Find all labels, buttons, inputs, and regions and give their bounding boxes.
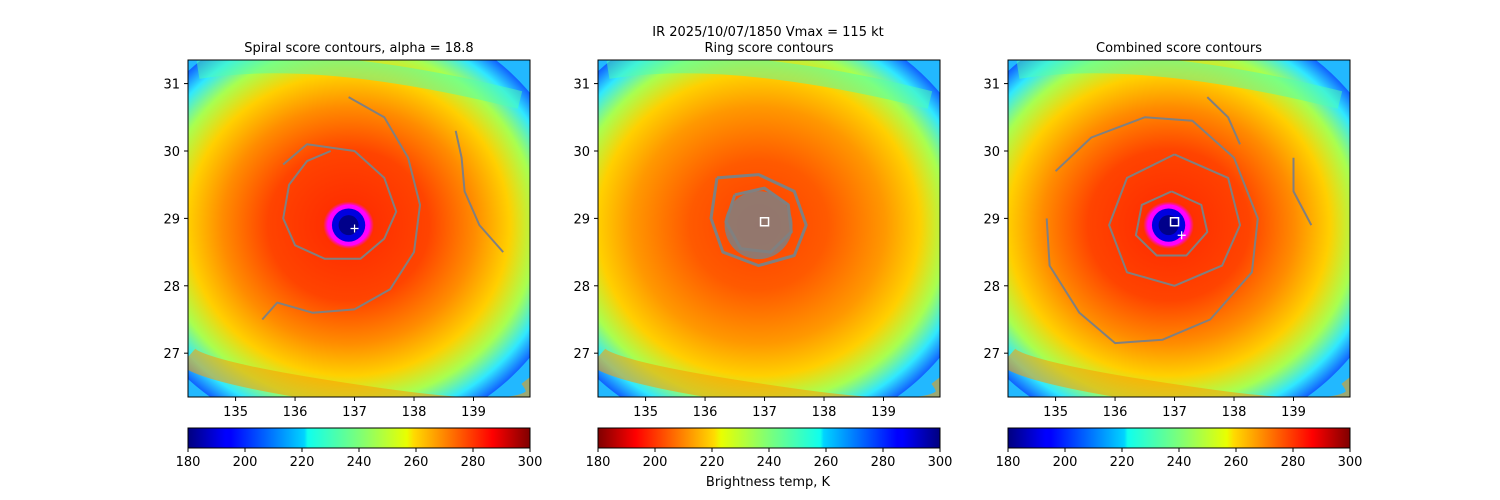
x-tick-label: 137 [342, 405, 367, 420]
colorbar-tick-label: 260 [404, 455, 429, 470]
contour-line [1292, 157, 1313, 226]
colorbar-tick-label: 280 [461, 455, 486, 470]
colorbar-tick-label: 200 [1053, 455, 1078, 470]
brightness-field [188, 60, 530, 397]
y-tick-label: 31 [983, 78, 1000, 93]
center-square-marker [759, 217, 770, 227]
y-tick-label: 28 [573, 280, 590, 295]
colorbar-tick-label: 200 [233, 455, 258, 470]
contour-line [1108, 153, 1241, 287]
colorbar-tick-label: 180 [586, 455, 611, 470]
colorbar-tick-label: 300 [518, 455, 543, 470]
x-tick-label: 138 [402, 405, 427, 420]
center-plus-marker [350, 224, 359, 233]
colorbar-tick-label: 280 [871, 455, 896, 470]
panel-1: Spiral score contours, alpha = 18.8 135 13… [163, 41, 543, 470]
colorbar-tick-label: 240 [347, 455, 372, 470]
colorbar-tick-label: 220 [1110, 455, 1135, 470]
colorbar-tick-label: 180 [996, 455, 1021, 470]
y-tick-label: 30 [163, 145, 180, 160]
eye-core [338, 215, 359, 236]
ring-score-blob [724, 191, 793, 260]
axes-frame [597, 59, 941, 398]
y-tick-label: 28 [163, 280, 180, 295]
panels-group: Spiral score contours, alpha = 18.8 135 13… [163, 41, 1363, 470]
panel-title: Combined score contours [1096, 41, 1262, 56]
x-tick-label: 137 [1162, 405, 1187, 420]
rain-band [1016, 60, 1343, 109]
colorbar-tick-label: 260 [814, 455, 839, 470]
axes-frame [1007, 59, 1351, 398]
contour-line [1045, 116, 1259, 345]
contour-line [1134, 190, 1209, 257]
contour-line [454, 130, 504, 253]
y-tick-label: 31 [163, 78, 180, 93]
colorbar-axis-label: Brightness temp, K [706, 475, 831, 490]
panel-3: Combined score contours 135 136 137 138 139 27… [983, 41, 1363, 470]
x-tick-label: 139 [871, 405, 896, 420]
contour-line [261, 96, 421, 321]
panel-title: Ring score contours [704, 41, 833, 56]
x-tick-label: 136 [693, 405, 718, 420]
y-tick-label: 30 [983, 145, 1000, 160]
colorbar-tick-label: 280 [1281, 455, 1306, 470]
colorbar-tick-label: 240 [757, 455, 782, 470]
center-plus-marker [1177, 231, 1186, 240]
rain-band [606, 60, 933, 109]
x-tick-label: 135 [223, 405, 248, 420]
x-tick-label: 135 [1043, 405, 1068, 420]
colorbar-tick-label: 260 [1224, 455, 1249, 470]
brightness-field [598, 60, 940, 397]
colorbar-tick-label: 220 [290, 455, 315, 470]
rain-band [196, 60, 523, 109]
y-tick-label: 29 [163, 212, 180, 227]
x-tick-label: 136 [283, 405, 308, 420]
panel-title: Spiral score contours, alpha = 18.8 [244, 41, 473, 56]
x-tick-label: 137 [752, 405, 777, 420]
x-tick-label: 138 [1222, 405, 1247, 420]
y-tick-label: 29 [983, 212, 1000, 227]
contour-line [709, 173, 808, 268]
rain-band [188, 348, 530, 397]
colorbar-tick-label: 200 [643, 455, 668, 470]
y-tick-label: 27 [983, 347, 1000, 362]
eye-core [1158, 215, 1179, 236]
colorbar [1007, 427, 1351, 449]
y-tick-label: 30 [573, 145, 590, 160]
rain-band [598, 348, 940, 397]
brightness-field [1008, 60, 1350, 397]
x-tick-label: 139 [1281, 405, 1306, 420]
contour-line [1206, 96, 1241, 145]
center-square-marker [1169, 217, 1180, 227]
colorbar-tick-label: 300 [1338, 455, 1363, 470]
y-tick-label: 27 [163, 347, 180, 362]
axes-frame [187, 59, 531, 398]
colorbar-tick-label: 300 [928, 455, 953, 470]
y-tick-label: 31 [573, 78, 590, 93]
y-tick-label: 27 [573, 347, 590, 362]
y-tick-label: 29 [573, 212, 590, 227]
colorbar [187, 427, 531, 449]
x-tick-label: 135 [633, 405, 658, 420]
panel-2: Ring score contours 135 136 137 138 139 27 28 29… [573, 41, 953, 470]
x-tick-label: 138 [812, 405, 837, 420]
rain-band [1008, 348, 1350, 397]
figure-suptitle: IR 2025/10/07/1850 Vmax = 115 kt [652, 25, 883, 40]
colorbar [597, 427, 941, 449]
x-tick-label: 139 [461, 405, 486, 420]
colorbar-tick-label: 220 [700, 455, 725, 470]
colorbar-tick-label: 240 [1167, 455, 1192, 470]
y-tick-label: 28 [983, 280, 1000, 295]
contour-line [282, 143, 398, 260]
x-tick-label: 136 [1103, 405, 1128, 420]
colorbar-tick-label: 180 [176, 455, 201, 470]
